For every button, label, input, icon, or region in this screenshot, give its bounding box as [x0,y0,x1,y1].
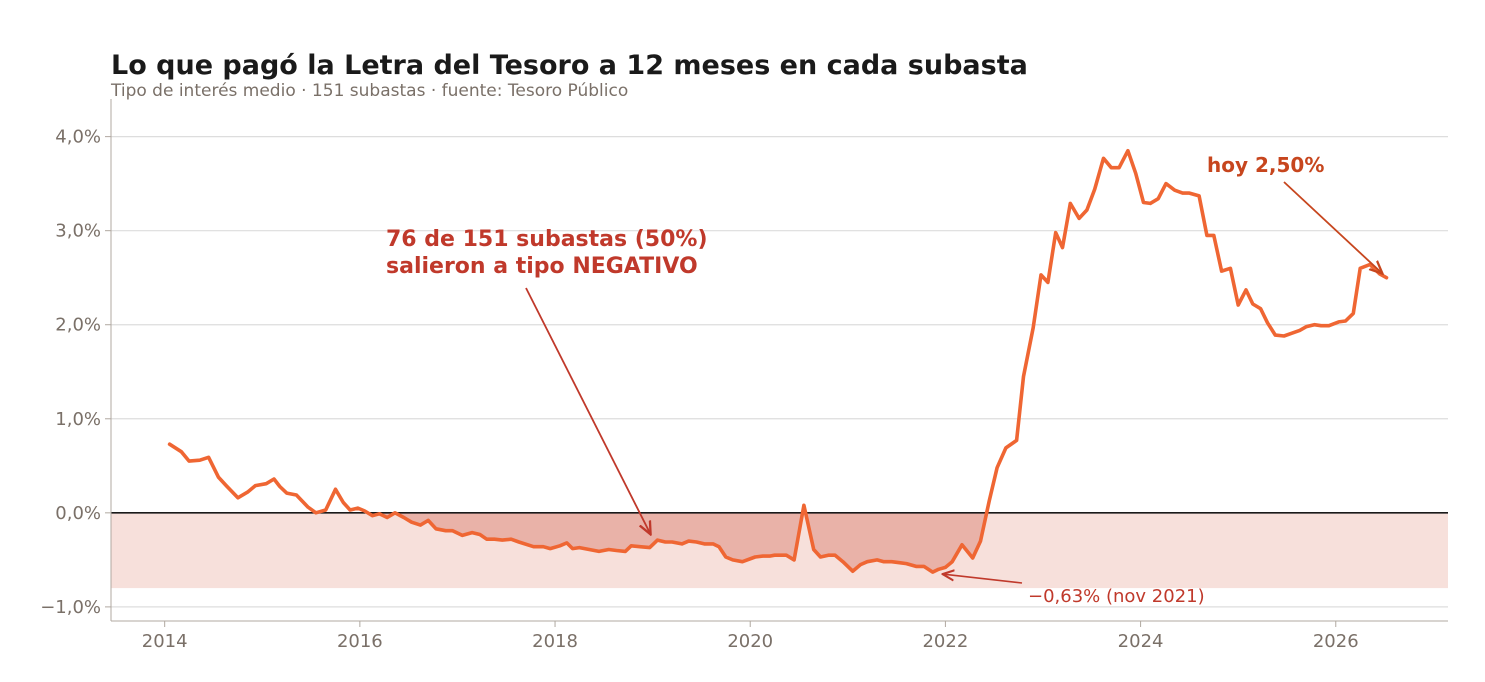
y-tick-label: 3,0% [55,221,101,242]
x-tick-labels: 2014 2016 2018 2020 2022 2024 2026 [142,621,1359,652]
y-tick-label: 1,0% [55,409,101,430]
x-tick-label: 2024 [1118,631,1164,652]
y-tick-label: −1,0% [40,597,101,618]
chart-title: Lo que pagó la Letra del Tesoro a 12 mes… [111,50,1028,81]
negative-area-segment [395,512,803,562]
x-tick-label: 2014 [142,631,188,652]
x-tick-label: 2022 [922,631,968,652]
x-tick-label: 2018 [532,631,578,652]
y-tick-label: 0,0% [55,503,101,524]
x-tick-label: 2020 [727,631,773,652]
negative-annotation-line1: 76 de 151 subastas (50%) [386,227,708,252]
minimum-annotation: −0,63% (nov 2021) [1028,586,1205,607]
annotations: 76 de 151 subastas (50%) salieron a tipo… [386,153,1383,607]
minimum-annotation-arrow [943,574,1023,584]
y-tick-label: 4,0% [55,127,101,148]
chart-subtitle: Tipo de interés medio · 151 subastas · f… [110,81,628,101]
y-tick-labels: −1,0% 0,0% 1,0% 2,0% 3,0% 4,0% [40,127,111,618]
gridlines [111,136,1448,608]
axes [110,99,1448,622]
negative-area-fill [367,512,987,573]
y-tick-label: 2,0% [55,315,101,336]
negative-annotation-line2: salieron a tipo NEGATIVO [386,254,698,279]
negative-area-segment [805,512,987,573]
today-annotation: hoy 2,50% [1207,153,1324,177]
rate-line [167,148,1389,574]
today-annotation-arrow [1283,181,1383,274]
negative-annotation-arrow [525,287,651,534]
x-tick-label: 2026 [1313,631,1359,652]
rate-series [167,148,1389,574]
x-tick-label: 2016 [337,631,383,652]
